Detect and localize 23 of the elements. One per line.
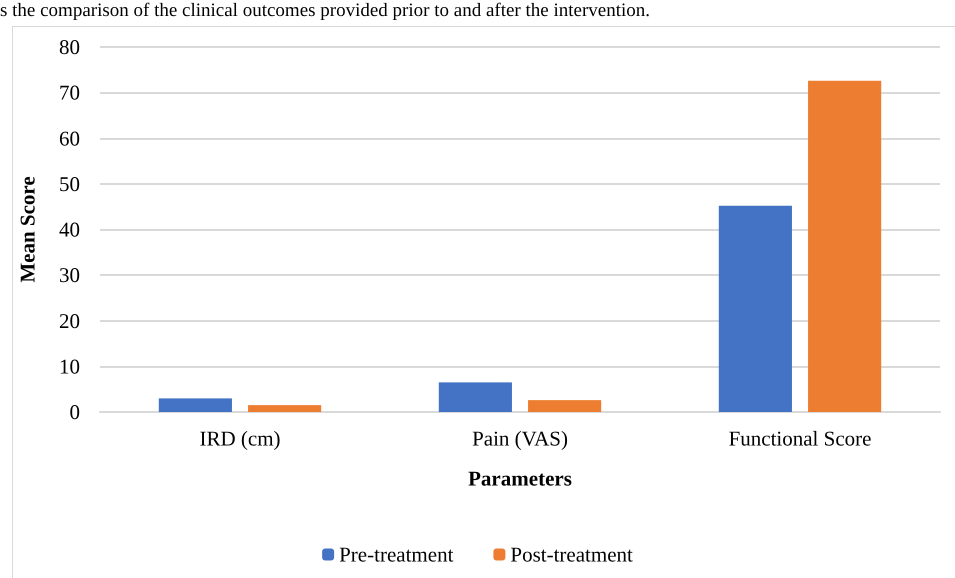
bar — [808, 80, 882, 412]
x-tick-label: Pain (VAS) — [472, 426, 568, 450]
y-tick-label: 60 — [59, 126, 80, 150]
legend-label: Pre-treatment — [339, 542, 454, 566]
text: s the comparison of the clinical outcomes provided prior to and after the intervention. — [0, 0, 650, 21]
y-tick-label: 30 — [59, 263, 80, 288]
y-tick-label: 10 — [59, 354, 80, 378]
y-tick-label: 0 — [70, 400, 80, 424]
y-tick-label: 70 — [59, 80, 80, 105]
bar — [528, 400, 602, 412]
legend-label: Post-treatment — [510, 542, 634, 566]
y-axis-title: Mean Score — [16, 176, 40, 283]
x-tick-label: IRD (cm) — [199, 426, 281, 450]
bar — [718, 206, 792, 412]
bar — [248, 405, 322, 412]
bar — [438, 382, 512, 412]
x-axis-title: Parameters — [468, 466, 572, 490]
y-tick-label: 20 — [59, 308, 80, 333]
y-tick-label: 50 — [59, 172, 80, 196]
y-tick-label: 40 — [59, 218, 80, 242]
y-tick-label: 80 — [59, 35, 80, 59]
x-tick-label: Functional Score — [728, 426, 872, 450]
bar — [158, 398, 232, 412]
